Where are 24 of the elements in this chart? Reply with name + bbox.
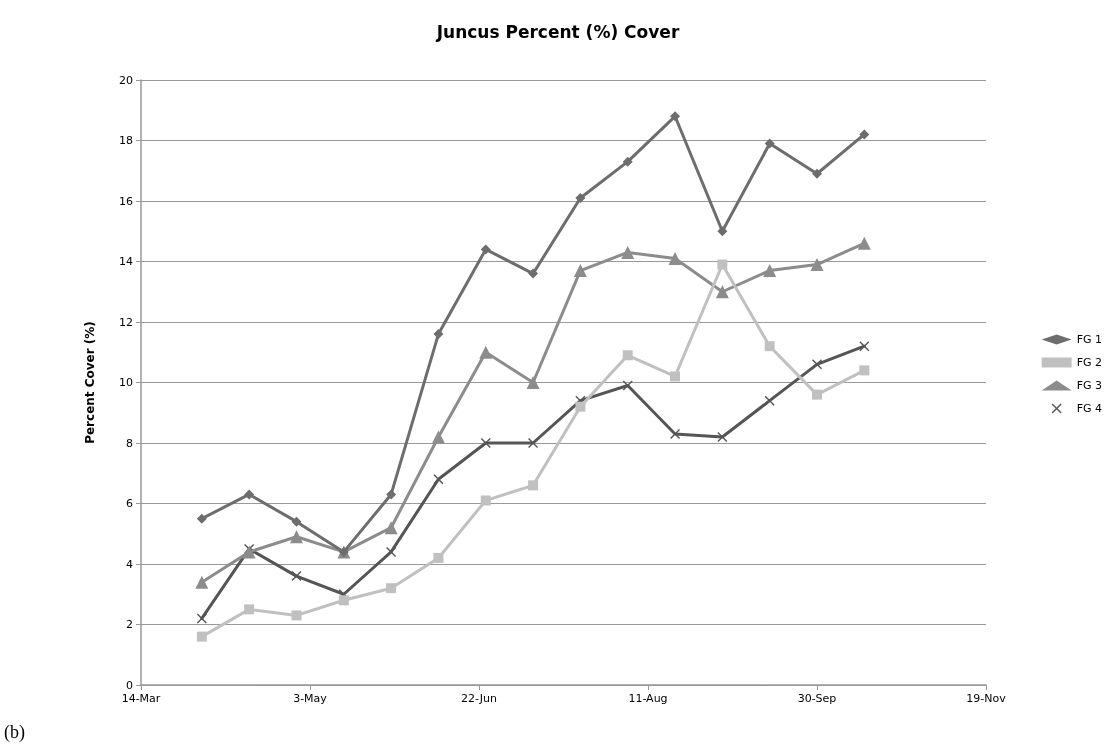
legend-label: FG 3: [1076, 379, 1103, 392]
x-tick-label: 22-Jun: [461, 692, 497, 705]
y-tick-label: 18: [119, 134, 133, 147]
y-tick-label: 8: [126, 436, 133, 450]
legend-label: FG 4: [1076, 402, 1103, 415]
legend-label: FG 2: [1076, 356, 1103, 369]
y-tick-label: 16: [119, 194, 133, 208]
y-axis-title: Percent Cover (%): [83, 321, 97, 444]
text: (b): [4, 722, 25, 743]
chart-title: Juncus Percent (%) Cover: [435, 21, 680, 42]
y-tick-label: 0: [126, 678, 133, 692]
legend-label: FG 1: [1076, 333, 1103, 346]
x-tick-label: 3-May: [293, 692, 328, 705]
x-tick-label: 19-Nov: [966, 692, 1007, 705]
x-tick-label: 14-Mar: [121, 692, 161, 705]
y-tick-label: 4: [126, 557, 133, 571]
y-tick-label: 14: [119, 255, 133, 268]
y-tick-label: 12: [119, 315, 133, 329]
y-tick-label: 10: [119, 376, 133, 389]
y-tick-label: 2: [126, 618, 133, 631]
y-tick-label: 20: [119, 73, 133, 87]
x-tick-label: 11-Aug: [628, 692, 668, 705]
y-tick-label: 6: [126, 497, 133, 510]
x-tick-label: 30-Sep: [797, 692, 837, 705]
